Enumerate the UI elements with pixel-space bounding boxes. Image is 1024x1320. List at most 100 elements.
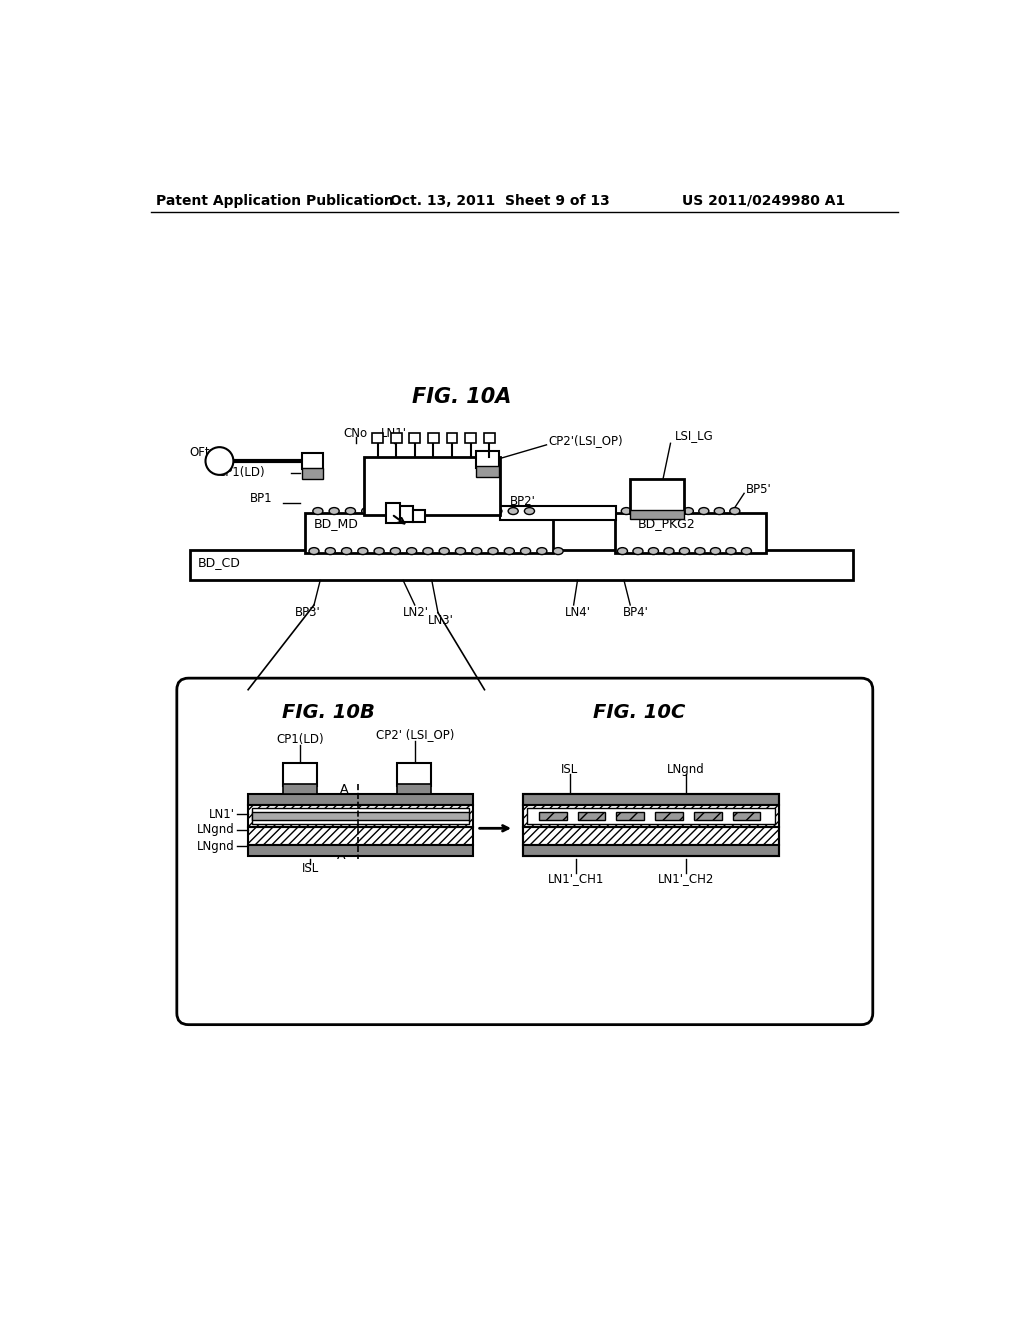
Bar [523,795,779,805]
Ellipse shape [361,508,372,515]
Ellipse shape [652,508,663,515]
Ellipse shape [504,548,514,554]
Bar [252,812,469,820]
Ellipse shape [683,508,693,515]
Ellipse shape [407,548,417,554]
Bar [446,433,458,442]
Ellipse shape [456,548,466,554]
Ellipse shape [648,548,658,554]
Text: BP1: BP1 [250,492,272,506]
Ellipse shape [357,548,368,554]
Ellipse shape [637,508,647,515]
Bar [365,457,500,515]
Text: CP2' (LSI_OP): CP2' (LSI_OP) [376,727,454,741]
Ellipse shape [524,508,535,515]
Text: FIG. 10A: FIG. 10A [412,387,511,407]
Bar [372,433,383,442]
Ellipse shape [427,508,437,515]
Bar [630,479,684,512]
Bar [283,763,317,785]
Bar [523,826,779,845]
Text: LN1'_CH1: LN1'_CH1 [548,871,604,884]
Text: LN1'_CH2: LN1'_CH2 [657,871,714,884]
Ellipse shape [633,548,643,554]
Text: A: A [340,783,349,796]
Circle shape [206,447,233,475]
Bar [476,451,500,469]
Bar [410,433,420,442]
Text: LN3': LN3' [427,614,454,627]
Bar [483,433,495,442]
Bar [283,784,317,795]
Ellipse shape [390,548,400,554]
Bar [252,808,469,825]
Text: CP2'(LSI_OP): CP2'(LSI_OP) [548,434,623,447]
Ellipse shape [715,508,724,515]
Ellipse shape [508,508,518,515]
Bar [248,845,473,855]
Text: LN2': LN2' [403,606,429,619]
Ellipse shape [326,548,335,554]
Bar [386,503,400,524]
Text: LN4': LN4' [564,606,591,619]
Ellipse shape [378,508,388,515]
Text: LN1': LN1' [381,426,407,440]
Ellipse shape [741,548,752,554]
Text: LSI_LG: LSI_LG [675,429,713,442]
Bar [523,845,779,855]
Bar [414,510,425,521]
Text: FIG. 10B: FIG. 10B [282,704,375,722]
Ellipse shape [488,548,498,554]
Ellipse shape [394,508,404,515]
Ellipse shape [617,548,628,554]
Text: CP1(LD): CP1(LD) [276,733,324,746]
Bar [428,433,438,442]
Bar [616,812,644,820]
Text: BP5': BP5' [745,483,771,496]
Ellipse shape [475,508,485,515]
Bar [302,453,324,470]
Text: CNo: CNo [344,426,368,440]
FancyBboxPatch shape [177,678,872,1024]
Ellipse shape [695,548,705,554]
Ellipse shape [668,508,678,515]
Bar [190,549,853,581]
Ellipse shape [726,548,736,554]
Ellipse shape [537,548,547,554]
Text: BP3': BP3' [295,606,321,619]
Bar [465,433,476,442]
Bar [302,469,324,479]
Bar [397,763,431,785]
Text: LNgnd: LNgnd [198,840,234,853]
Text: BP4': BP4' [623,606,648,619]
Ellipse shape [374,548,384,554]
Bar [523,805,779,826]
Ellipse shape [679,548,689,554]
Text: FIG. 10C: FIG. 10C [593,704,686,722]
Ellipse shape [345,508,355,515]
Text: BD_CD: BD_CD [198,556,241,569]
Bar [476,466,500,478]
Text: Oct. 13, 2011  Sheet 9 of 13: Oct. 13, 2011 Sheet 9 of 13 [390,194,610,207]
Text: CLR: CLR [413,478,451,495]
Text: BP2': BP2' [510,495,537,508]
Ellipse shape [553,548,563,554]
Ellipse shape [492,508,502,515]
Ellipse shape [730,508,740,515]
Bar [527,808,775,825]
Bar [391,433,401,442]
Bar [248,805,473,826]
Ellipse shape [664,548,674,554]
Text: US 2011/0249980 A1: US 2011/0249980 A1 [682,194,845,207]
Text: CP1(LD): CP1(LD) [217,466,265,479]
Text: A': A' [337,849,349,862]
Text: OFtx: OFtx [189,446,217,459]
Bar [397,507,414,521]
Text: LNgnd: LNgnd [198,824,234,837]
Bar [732,812,761,820]
Ellipse shape [622,508,632,515]
Text: BD_MD: BD_MD [313,517,358,529]
Bar [539,812,566,820]
Text: LNgnd: LNgnd [667,763,705,776]
Text: Patent Application Publication: Patent Application Publication [157,194,394,207]
